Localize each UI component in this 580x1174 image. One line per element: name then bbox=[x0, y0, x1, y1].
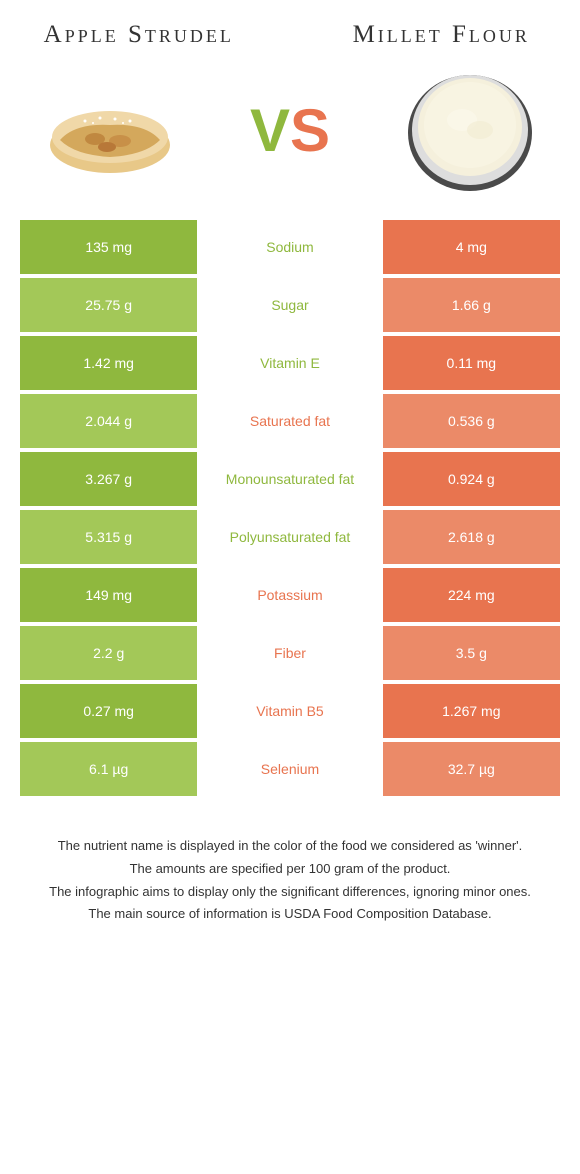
table-row: 149 mgPotassium224 mg bbox=[20, 568, 560, 622]
value-right: 32.7 µg bbox=[383, 742, 560, 796]
nutrient-label: Potassium bbox=[201, 568, 378, 622]
table-row: 135 mgSodium4 mg bbox=[20, 220, 560, 274]
nutrient-label: Polyunsaturated fat bbox=[201, 510, 378, 564]
value-right: 0.11 mg bbox=[383, 336, 560, 390]
value-left: 6.1 µg bbox=[20, 742, 197, 796]
footer-line: The amounts are specified per 100 gram o… bbox=[35, 859, 545, 880]
food-image-left bbox=[35, 70, 185, 190]
value-left: 149 mg bbox=[20, 568, 197, 622]
table-row: 5.315 gPolyunsaturated fat2.618 g bbox=[20, 510, 560, 564]
nutrient-label: Fiber bbox=[201, 626, 378, 680]
nutrient-label: Vitamin E bbox=[201, 336, 378, 390]
vs-s: S bbox=[290, 96, 330, 165]
table-row: 1.42 mgVitamin E0.11 mg bbox=[20, 336, 560, 390]
nutrient-label: Monounsaturated fat bbox=[201, 452, 378, 506]
value-right: 0.536 g bbox=[383, 394, 560, 448]
value-left: 3.267 g bbox=[20, 452, 197, 506]
value-left: 1.42 mg bbox=[20, 336, 197, 390]
vs-label: VS bbox=[250, 96, 330, 165]
footer-notes: The nutrient name is displayed in the co… bbox=[15, 836, 565, 925]
header: Apple Strudel Millet Flour bbox=[15, 20, 565, 50]
vs-v: V bbox=[250, 96, 290, 165]
value-right: 1.66 g bbox=[383, 278, 560, 332]
footer-line: The main source of information is USDA F… bbox=[35, 904, 545, 925]
table-row: 2.044 gSaturated fat0.536 g bbox=[20, 394, 560, 448]
nutrient-label: Sugar bbox=[201, 278, 378, 332]
nutrient-label: Vitamin B5 bbox=[201, 684, 378, 738]
comparison-table: 135 mgSodium4 mg25.75 gSugar1.66 g1.42 m… bbox=[15, 220, 565, 796]
images-row: VS bbox=[15, 70, 565, 190]
value-right: 1.267 mg bbox=[383, 684, 560, 738]
footer-line: The infographic aims to display only the… bbox=[35, 882, 545, 903]
value-left: 25.75 g bbox=[20, 278, 197, 332]
value-left: 0.27 mg bbox=[20, 684, 197, 738]
value-right: 3.5 g bbox=[383, 626, 560, 680]
value-right: 4 mg bbox=[383, 220, 560, 274]
value-right: 224 mg bbox=[383, 568, 560, 622]
nutrient-label: Selenium bbox=[201, 742, 378, 796]
table-row: 3.267 gMonounsaturated fat0.924 g bbox=[20, 452, 560, 506]
value-left: 2.044 g bbox=[20, 394, 197, 448]
food-image-right bbox=[395, 70, 545, 190]
table-row: 0.27 mgVitamin B51.267 mg bbox=[20, 684, 560, 738]
food-title-right: Millet Flour bbox=[318, 20, 566, 50]
value-right: 2.618 g bbox=[383, 510, 560, 564]
table-row: 2.2 gFiber3.5 g bbox=[20, 626, 560, 680]
table-row: 25.75 gSugar1.66 g bbox=[20, 278, 560, 332]
footer-line: The nutrient name is displayed in the co… bbox=[35, 836, 545, 857]
nutrient-label: Sodium bbox=[201, 220, 378, 274]
value-left: 135 mg bbox=[20, 220, 197, 274]
nutrient-label: Saturated fat bbox=[201, 394, 378, 448]
value-left: 2.2 g bbox=[20, 626, 197, 680]
food-title-left: Apple Strudel bbox=[15, 20, 263, 50]
value-right: 0.924 g bbox=[383, 452, 560, 506]
value-left: 5.315 g bbox=[20, 510, 197, 564]
table-row: 6.1 µgSelenium32.7 µg bbox=[20, 742, 560, 796]
